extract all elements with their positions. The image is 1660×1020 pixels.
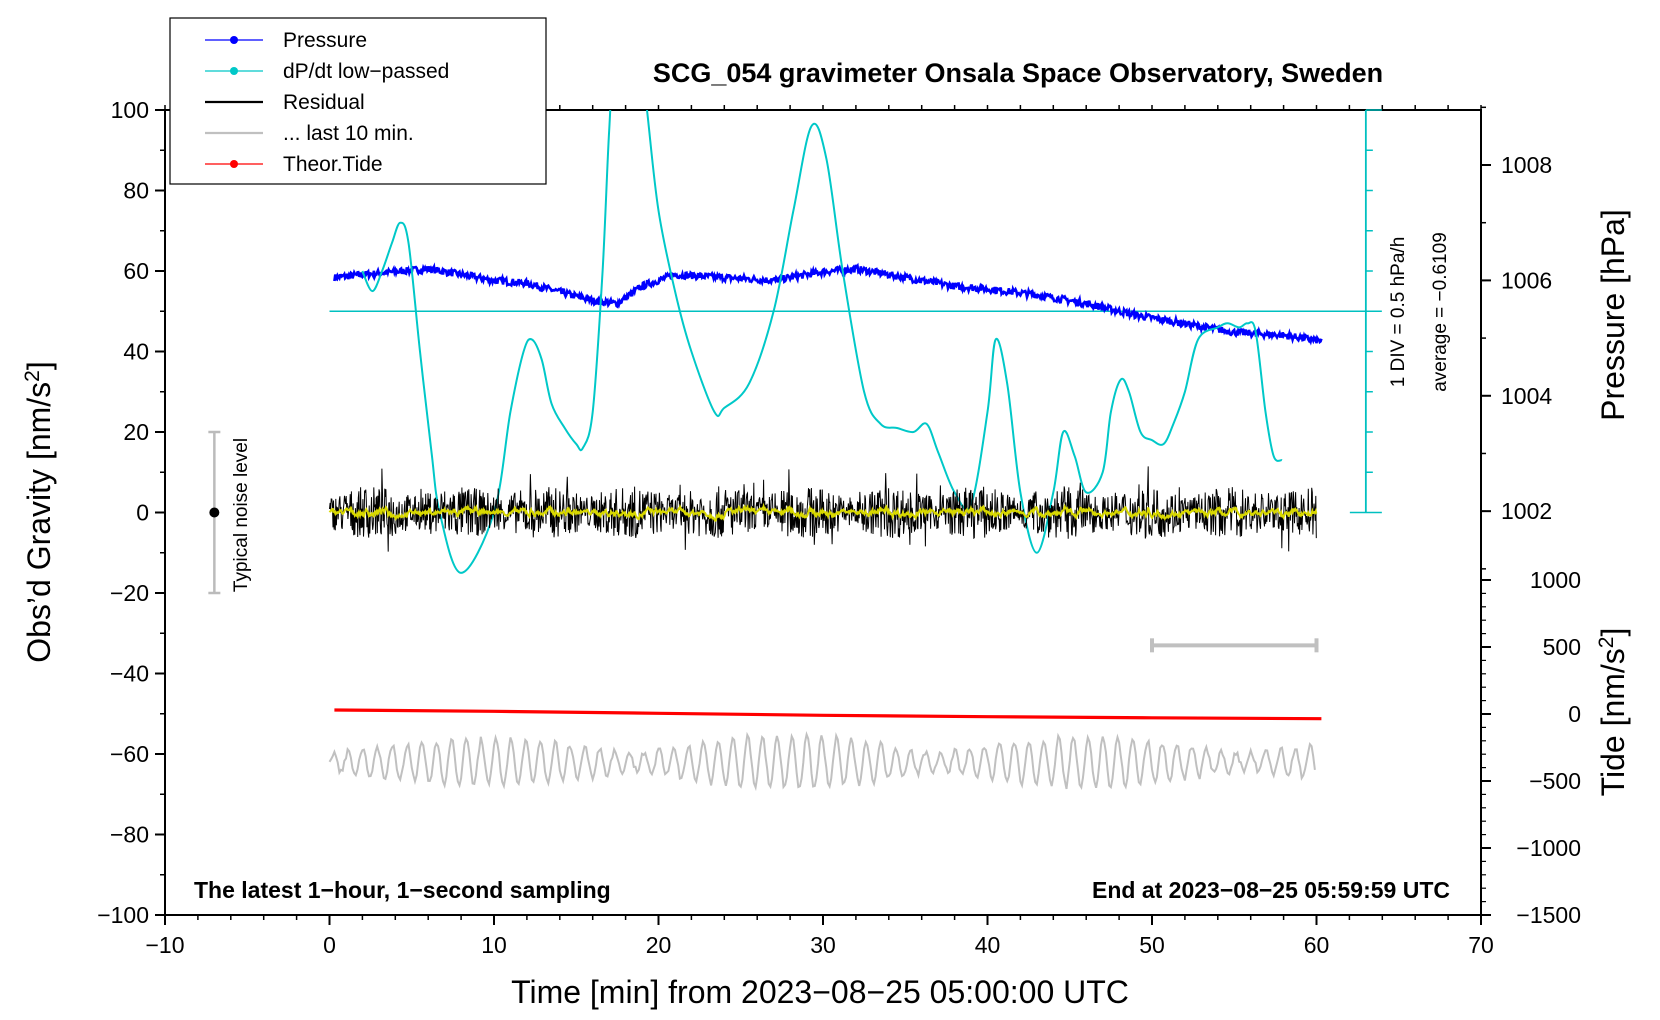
- x-tick-label: −10: [145, 932, 184, 958]
- legend-swatch-marker: [230, 160, 238, 168]
- legend-label: dP/dt low−passed: [283, 60, 449, 83]
- tide-tick-label: −1000: [1516, 835, 1581, 861]
- series-dp-dt-low-passed: [361, 110, 1283, 574]
- legend-items: Pressure dP/dt low−passed Residual ... last…: [205, 29, 449, 176]
- tide-tick-label: 1000: [1530, 567, 1581, 593]
- last10-line: [328, 730, 1316, 792]
- residual-smoothed-line: [328, 502, 1318, 523]
- x-tick-label: 30: [810, 932, 836, 958]
- chart-title: SCG_054 gravimeter Onsala Space Observat…: [653, 58, 1383, 88]
- x-tick-label: 40: [975, 932, 1001, 958]
- tide-tick-label: −1500: [1516, 902, 1581, 928]
- pressure-tick-label: 1008: [1501, 152, 1552, 178]
- y-tick-label: −80: [110, 822, 149, 848]
- x-tick-label: 10: [481, 932, 507, 958]
- x-tick-label: 0: [323, 932, 336, 958]
- legend: Pressure dP/dt low−passed Residual ... last…: [169, 17, 547, 185]
- y-axis-title-tide-end: ]: [1595, 628, 1631, 637]
- tide-tick-label: 0: [1568, 701, 1581, 727]
- y-tick-label: −60: [110, 741, 149, 767]
- y-tick-label: 80: [123, 178, 149, 204]
- dpdt-scale-label: 1 DIV = 0.5 hPa/h: [1388, 237, 1409, 388]
- y-axis-title-tide: Tide [nm/s2]: [1595, 628, 1632, 797]
- x-tick-label: 20: [646, 932, 672, 958]
- series-theor-tide: [334, 708, 1322, 721]
- y-tick-label: 60: [123, 258, 149, 284]
- y-axis-title-left: Obs’d Gravity [nm/s2]: [21, 361, 58, 663]
- pressure-tick-label: 1002: [1501, 498, 1552, 524]
- tide-line: [334, 708, 1322, 721]
- dpdt-line: [361, 110, 1283, 574]
- series--last-10-min-: [328, 730, 1316, 792]
- y-tick-label: −20: [110, 580, 149, 606]
- y-axis-title-tide-sup: 2: [1595, 637, 1618, 649]
- bottom-left-note: The latest 1−hour, 1−second sampling: [194, 877, 611, 903]
- pressure-tick-label: 1004: [1501, 383, 1552, 409]
- y-tick-label: 100: [111, 97, 149, 123]
- y-axis-title-left-sup: 2: [21, 370, 44, 382]
- y-axis-title-tide-main: Tide [nm/s: [1595, 648, 1631, 796]
- pressure-tick-label: 1006: [1501, 267, 1552, 293]
- axes: −10 0 10 20 30 40 50 60 70−100−80−60−40−20020406…: [97, 97, 1581, 958]
- noise-label: Typical noise level: [231, 438, 252, 592]
- series-residual: [328, 466, 1318, 552]
- legend-label: Residual: [283, 91, 365, 114]
- pressure-line: [333, 262, 1323, 346]
- dpdt-scale: [329, 109, 1382, 653]
- noise-indicator: [208, 430, 221, 595]
- legend-swatch-marker: [230, 67, 238, 75]
- x-axis-title: Time [min] from 2023−08−25 05:00:00 UTC: [511, 974, 1129, 1010]
- tide-tick-label: 500: [1543, 634, 1581, 660]
- bottom-right-note: End at 2023−08−25 05:59:59 UTC: [1092, 877, 1450, 903]
- y-tick-label: −100: [97, 902, 149, 928]
- y-tick-label: −40: [110, 661, 149, 687]
- y-tick-label: 0: [136, 500, 149, 526]
- legend-label: Pressure: [283, 29, 367, 52]
- y-tick-label: 20: [123, 419, 149, 445]
- dpdt-average-label: average = −0.6109: [1430, 232, 1451, 392]
- series-layer: [328, 110, 1323, 792]
- legend-label: ... last 10 min.: [283, 122, 414, 145]
- y-axis-title-left-end: ]: [21, 361, 57, 370]
- tide-tick-label: −500: [1529, 768, 1581, 794]
- legend-label: Theor.Tide: [283, 153, 383, 176]
- noise-center-dot: [209, 507, 220, 518]
- x-tick-label: 50: [1139, 932, 1165, 958]
- x-tick-label: 70: [1468, 932, 1494, 958]
- series-pressure: [333, 262, 1323, 346]
- y-tick-label: 40: [123, 339, 149, 365]
- y-axis-title-pressure: Pressure [hPa]: [1595, 209, 1631, 421]
- x-tick-label: 60: [1304, 932, 1330, 958]
- y-axis-title-left-main: Obs’d Gravity [nm/s: [21, 382, 57, 663]
- legend-swatch-marker: [230, 36, 238, 44]
